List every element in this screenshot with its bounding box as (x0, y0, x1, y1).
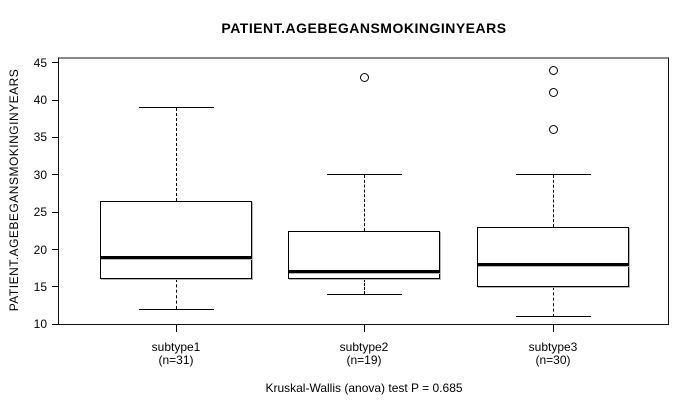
y-axis-tick (52, 174, 59, 176)
iqr-box (100, 200, 252, 280)
median-line (477, 262, 629, 266)
statistical-test-annotation: Kruskal-Wallis (anova) test P = 0.685 (265, 381, 463, 395)
group-count-label: (n=30) (535, 353, 571, 367)
y-axis-tick-label: 10 (33, 317, 47, 332)
y-axis-tick-label: 20 (33, 242, 47, 257)
plot-area: 10 15 20 25 30 35 40 45 subtype1 (n=31) subtype2 (n… (34, 56, 669, 367)
lower-whisker-cap (326, 293, 402, 295)
upper-whisker-cap (326, 174, 402, 176)
x-axis-tick (552, 325, 554, 332)
y-axis-tick (52, 136, 59, 138)
chart-title: PATIENT.AGEBEGANSMOKINGINYEARS (221, 20, 507, 36)
outlier-point (548, 65, 558, 75)
lower-whisker-cap (138, 308, 214, 310)
lower-whisker-line (552, 286, 554, 317)
upper-whisker-cap (515, 174, 591, 176)
x-axis-group-label: subtype1 (n=31) (101, 341, 251, 367)
y-axis-tick (52, 211, 59, 213)
y-axis-tick-label: 15 (33, 279, 47, 294)
y-axis-tick-label: 45 (33, 55, 47, 70)
upper-whisker-line (175, 107, 177, 201)
lower-whisker-cap (515, 316, 591, 318)
y-axis-tick-label: 30 (33, 167, 47, 182)
outlier-point (548, 88, 558, 98)
outlier-point (548, 125, 558, 135)
median-line (100, 255, 252, 259)
x-axis-tick (175, 325, 177, 332)
y-axis-tick (52, 62, 59, 64)
y-axis-tick (52, 323, 59, 325)
x-axis-group-label: subtype2 (n=19) (289, 341, 439, 367)
lower-whisker-line (363, 279, 365, 295)
median-line (288, 270, 440, 274)
lower-whisker-line (175, 279, 177, 310)
group-name-label: subtype2 (339, 340, 389, 354)
upper-whisker-cap (138, 107, 214, 109)
group-name-label: subtype1 (151, 340, 201, 354)
y-axis-tick (52, 249, 59, 251)
y-axis-tick (52, 286, 59, 288)
iqr-box (477, 227, 629, 287)
upper-whisker-line (363, 174, 365, 231)
x-axis-tick (363, 325, 365, 332)
group-count-label: (n=31) (158, 353, 194, 367)
group-name-label: subtype3 (528, 340, 578, 354)
outlier-point (359, 73, 369, 83)
y-axis-tick-label: 35 (33, 130, 47, 145)
x-axis-group-label: subtype3 (n=30) (478, 341, 628, 367)
group-count-label: (n=19) (346, 353, 382, 367)
y-axis-tick (52, 99, 59, 101)
plot-frame (58, 57, 669, 325)
upper-whisker-line (552, 174, 554, 228)
y-axis-tick-label: 40 (33, 93, 47, 108)
y-axis-tick-label: 25 (33, 205, 47, 220)
